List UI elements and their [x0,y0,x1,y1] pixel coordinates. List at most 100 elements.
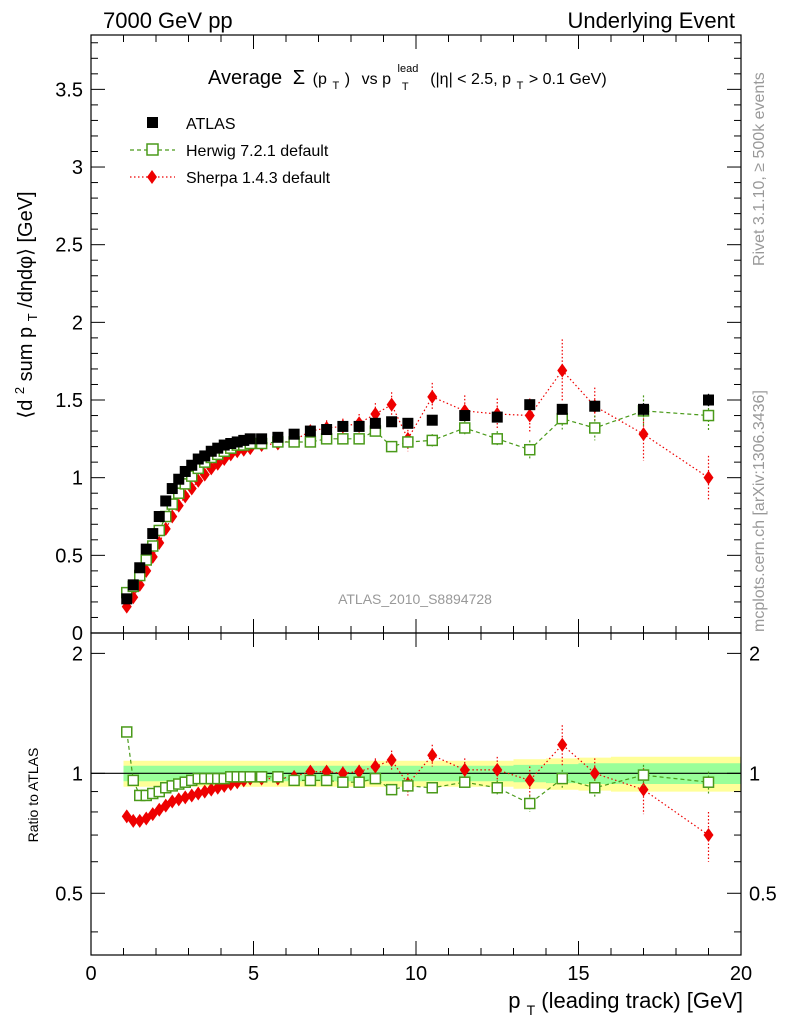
title-vs-sup: lead [398,63,419,75]
main-atlas-point [134,562,146,574]
ratio-sherpa-point [492,762,503,777]
main-sherpa-point [370,406,381,421]
ratio-ytick-label-right: 0.5 [749,883,777,905]
main-ytick-label: 0 [72,623,83,645]
main-atlas-point [238,434,250,446]
legend-marker-herwig [146,143,159,156]
main-herwig-point [524,443,536,456]
main-plot-ticks: 0 0.5 1 1.5 2 2.5 3 3.5 [55,35,742,645]
ratio-sherpa-point [370,759,381,774]
main-atlas-point [127,579,139,591]
main-herwig-series-line [126,410,709,594]
title-main: Average [208,67,282,89]
main-atlas-point [556,403,568,415]
ratio-sherpa-point [128,813,139,828]
main-atlas-point [121,593,133,605]
ratio-herwig-point [288,774,300,787]
main-herwig-point [459,422,471,434]
main-ytick-label: 0.5 [55,545,83,567]
title-cuts-sub: T [517,80,524,92]
main-herwig-point [556,412,568,425]
main-atlas-point [179,465,191,477]
xlabel-b: (leading track) [GeV] [541,988,743,1013]
title-sigma: Σ [293,67,305,89]
main-atlas-point [459,410,471,422]
main-atlas-point [212,442,224,454]
main-atlas-point [589,400,601,412]
ratio-herwig-point [589,782,601,794]
main-atlas-point [147,528,159,540]
ratio-sherpa-point [386,753,397,768]
main-atlas-point [288,428,300,440]
ratio-sherpa-point [193,786,204,801]
ratio-herwig-point [491,782,503,794]
ratio-sherpa-point [427,748,438,763]
legend-label-atlas: ATLAS [186,116,236,133]
ratio-plot [121,725,715,862]
main-herwig-point [320,433,333,445]
main-herwig-point [140,554,152,566]
main-ytick-label: 2.5 [55,235,83,257]
ratio-ytick-label-right: 1 [749,763,760,785]
ratio-herwig-point [304,774,317,787]
title-cuts: (|η| < 2.5, p [430,71,511,88]
ratio-sherpa-point [557,737,568,752]
xtick-label: 5 [248,963,259,985]
main-herwig-point [426,434,438,447]
main-sherpa-point [557,363,568,378]
main-atlas-point [205,445,217,457]
main-atlas-point [638,403,649,415]
main-atlas-point [173,473,185,485]
ratio-sherpa-point [180,790,191,805]
main-atlas-point [192,453,204,465]
ratio-herwig-point [121,726,133,738]
main-atlas-point [386,416,398,428]
ratio-herwig-point [320,774,333,787]
title-vs: vs p [362,71,391,88]
main-atlas-point [524,399,536,411]
xtick-label: 0 [85,963,96,985]
main-atlas-point [231,436,243,448]
main-sherpa-point [638,427,649,442]
title-cuts-tail: > 0.1 GeV) [529,71,607,88]
ratio-sherpa-point [638,782,649,797]
ratio-herwig-point [337,776,349,788]
ratio-herwig-point [369,772,382,785]
main-sherpa-series-line [126,369,709,607]
main-atlas-point [244,433,256,445]
ratio-herwig-point [272,771,284,783]
main-ytick-label: 1 [72,468,83,490]
ratio-sherpa-point [703,828,714,843]
main-atlas-point [491,411,503,423]
main-ytick-label: 3 [72,157,83,179]
xtick-label: 20 [730,963,752,985]
ratio-herwig-point [353,776,365,788]
ratio-sherpa-point [589,766,600,781]
ratio-ytick-label-left: 1 [72,763,83,785]
title-pt-arg-close: ) [345,71,350,88]
main-sherpa-point [703,470,714,485]
ylabel-sup: 2 [12,387,27,394]
ratio-sherpa-point [354,764,365,779]
main-ytick-label: 3.5 [55,79,83,101]
main-atlas-point [321,424,333,436]
main-ylabel: ⟨d 2 sum p T /dηdφ⟩ [GeV] [7,191,42,418]
main-plot [121,339,715,614]
main-atlas-point [140,543,152,555]
main-atlas-point [166,483,178,495]
ylabel-a: ⟨d [15,400,37,419]
ratio-sherpa-point [173,792,184,807]
main-atlas-point [153,511,165,523]
main-herwig-point [337,433,349,445]
xlabel: p T (leading track) [GeV] [508,988,743,1020]
main-atlas-point [272,431,284,443]
ratio-herwig-point [255,771,268,783]
analysis-watermark: ATLAS_2010_S8894728 [338,591,492,607]
legend-marker-atlas [147,117,158,128]
main-herwig-point [702,409,715,422]
title-vs-sub: T [402,81,409,93]
ratio-sherpa-point [186,788,197,803]
main-atlas-point [304,425,316,437]
ylabel-c: /dηdφ⟩ [GeV] [15,191,37,307]
